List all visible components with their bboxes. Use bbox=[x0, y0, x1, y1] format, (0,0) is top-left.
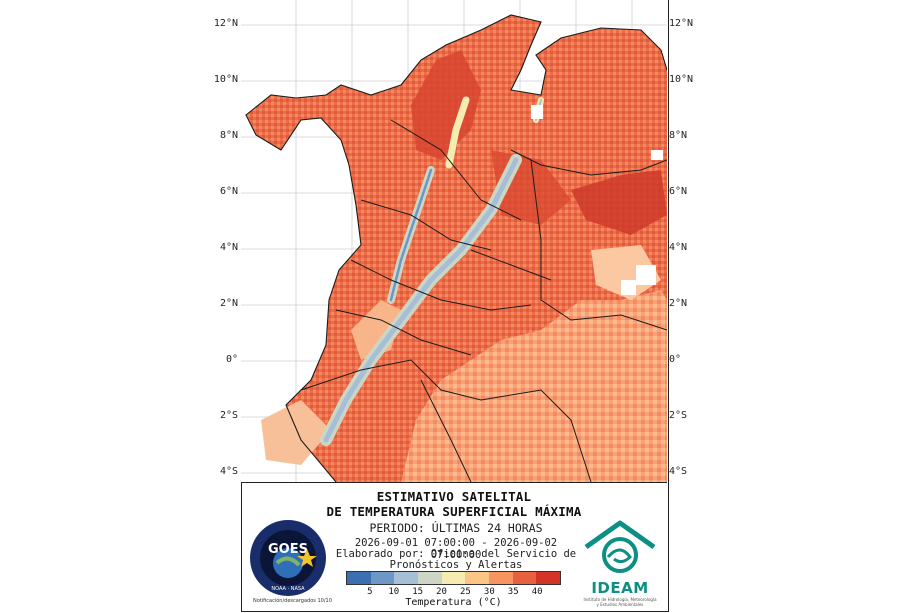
map-svg bbox=[241, 0, 667, 482]
colorbar bbox=[346, 571, 561, 585]
ideam-logo: IDEAM Instituto de Hidrología, Meteorolo… bbox=[578, 517, 662, 607]
lat-label: 2°S bbox=[669, 410, 688, 421]
lat-label: 0° bbox=[225, 354, 238, 365]
goes-text: GOES bbox=[268, 542, 308, 557]
lat-label: 6°N bbox=[219, 186, 238, 197]
ideam-sub-1: Instituto de Hidrología, Meteorología bbox=[583, 597, 657, 602]
ideam-name: IDEAM bbox=[591, 579, 649, 597]
lat-label: 0° bbox=[669, 354, 682, 365]
colorbar-swatch bbox=[536, 572, 561, 584]
colorbar-tick-label: 40 bbox=[531, 587, 543, 597]
date-range-text: 2026-09-01 07:00:00 - 2026-09-02 07:00:0… bbox=[354, 537, 558, 561]
lat-label: 2°S bbox=[219, 410, 238, 421]
temperature-map bbox=[241, 0, 667, 482]
colorbar-tick-label: 20 bbox=[436, 587, 447, 597]
lat-label: 2°N bbox=[669, 298, 688, 309]
title-line-2: DE TEMPERATURA SUPERFICIAL MÁXIMA bbox=[326, 504, 582, 519]
colorbar-tick-label: 25 bbox=[460, 587, 471, 597]
title-line-1: ESTIMATIVO SATELITAL bbox=[376, 489, 532, 504]
lat-label: 8°N bbox=[669, 130, 688, 141]
period-text: PERIODO: ÚLTIMAS 24 HORAS bbox=[369, 521, 543, 535]
goes-ring-text: NOAA · NASA bbox=[271, 586, 305, 592]
latitude-labels-right: 12°N 10°N 8°N 6°N 4°N 2°N 0° 2°S 4°S bbox=[669, 0, 709, 482]
colorbar-tick-label: 30 bbox=[483, 587, 495, 597]
colorbar-swatch bbox=[465, 572, 490, 584]
made-by-line-2: Pronósticos y Alertas bbox=[389, 559, 523, 571]
note-text: Notificación/descargados 10/10 bbox=[253, 598, 332, 604]
colorbar-legend: 5 10 15 20 25 30 35 40 Temperatura (°C) bbox=[346, 571, 561, 608]
lat-label: 10°N bbox=[213, 74, 238, 85]
goes-logo: GOES NOAA · NASA bbox=[249, 519, 327, 597]
lat-label: 2°N bbox=[219, 298, 238, 309]
colorbar-swatch bbox=[347, 572, 371, 584]
lat-label: 6°N bbox=[669, 186, 688, 197]
colorbar-swatch bbox=[512, 572, 537, 584]
lat-label: 4°N bbox=[219, 242, 238, 253]
cloud-gaps bbox=[316, 105, 663, 295]
colorbar-swatch bbox=[489, 572, 513, 584]
colorbar-ticks: 5 10 15 20 25 30 35 40 bbox=[346, 585, 561, 597]
colorbar-swatch bbox=[394, 572, 419, 584]
colorbar-swatch bbox=[418, 572, 442, 584]
info-panel: ESTIMATIVO SATELITAL DE TEMPERATURA SUPE… bbox=[241, 482, 667, 612]
latitude-labels-left: 12°N 10°N 8°N 6°N 4°N 2°N 0° 2°S 4°S bbox=[200, 0, 238, 482]
lat-label: 4°N bbox=[669, 242, 688, 253]
colorbar-swatch bbox=[370, 572, 395, 584]
colorbar-tick-label: 10 bbox=[388, 587, 400, 597]
lat-label: 12°N bbox=[669, 18, 694, 29]
colorbar-swatch bbox=[441, 572, 466, 584]
lat-label: 4°S bbox=[669, 466, 688, 477]
colorbar-caption: Temperatura (°C) bbox=[405, 597, 502, 608]
boundaries bbox=[245, 14, 667, 482]
lat-label: 8°N bbox=[219, 130, 238, 141]
colorbar-tick-label: 35 bbox=[507, 587, 519, 597]
ideam-sub-2: y Estudios Ambientales bbox=[596, 602, 644, 607]
colorbar-tick-label: 15 bbox=[412, 587, 424, 597]
colorbar-tick-label: 5 bbox=[367, 587, 373, 597]
made-by-line-1: Elaborado por: Oficina del Servicio de bbox=[335, 548, 577, 560]
lat-label: 10°N bbox=[669, 74, 694, 85]
lat-label: 12°N bbox=[213, 18, 238, 29]
lat-label: 4°S bbox=[219, 466, 238, 477]
